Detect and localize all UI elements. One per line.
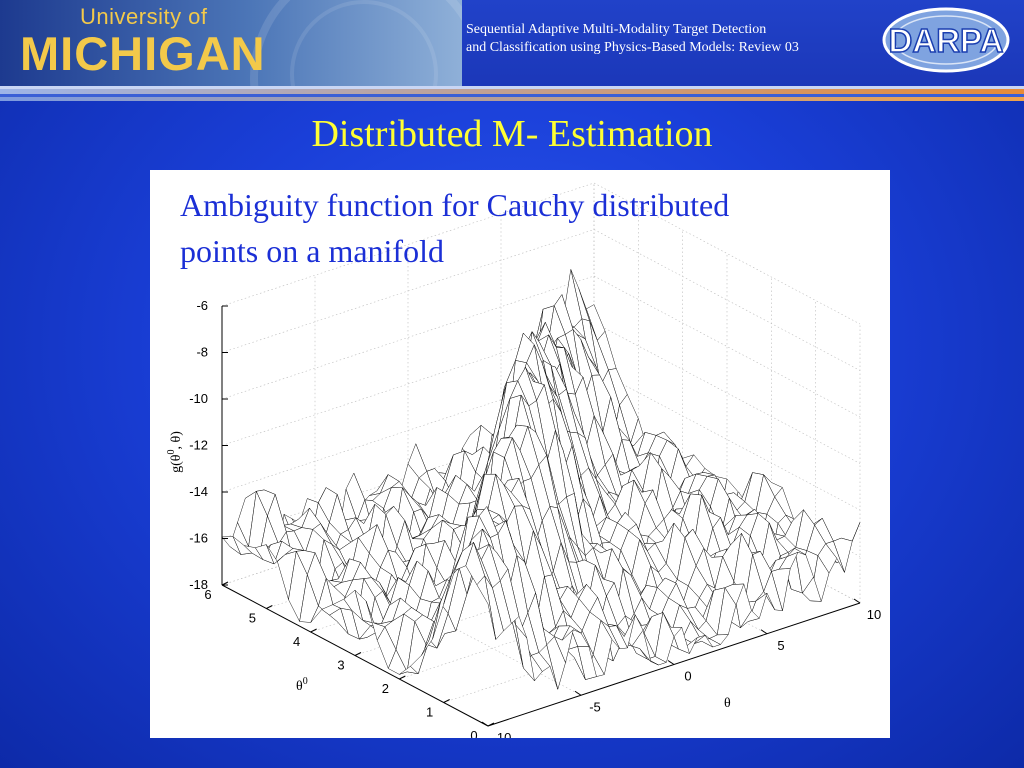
y-tick-label: 6 <box>204 587 211 602</box>
z-tick-label: -12 <box>189 438 208 453</box>
y-tick-mark <box>443 699 450 703</box>
x-tick-mark <box>481 721 489 727</box>
header-divider-stripes <box>0 86 1024 102</box>
university-name-main: MICHIGAN <box>20 27 266 80</box>
z-axis-label-rest: , θ) <box>169 431 184 450</box>
review-title-line1: Sequential Adaptive Multi-Modality Targe… <box>466 22 767 37</box>
figure-caption: Ambiguity function for Cauchy distribute… <box>180 182 880 274</box>
y-tick-label: 0 <box>470 728 477 738</box>
z-tick-label: -6 <box>196 298 208 313</box>
university-name-top: University of <box>80 4 208 29</box>
z-tick-label: -8 <box>196 345 208 360</box>
y-axis-label-base: θ <box>296 679 303 694</box>
x-tick-mark <box>574 690 582 696</box>
darpa-logo: DARPA <box>882 7 1010 73</box>
x-tick-mark <box>760 629 768 635</box>
y-tick-label: 1 <box>426 705 433 720</box>
z-axis-label-base: g(θ <box>169 454 184 473</box>
floor-grid-line <box>399 555 772 680</box>
stripe-1 <box>0 86 1024 89</box>
caption-line-1: Ambiguity function for Cauchy distribute… <box>180 187 730 223</box>
back-wall-grid-h <box>221 368 595 493</box>
z-tick-label: -14 <box>189 484 208 499</box>
y-tick-mark <box>354 652 362 656</box>
z-tick-label: -10 <box>189 391 208 406</box>
y-axis-label: θ0 <box>296 676 308 694</box>
z-axis-label: g(θ0, θ) <box>166 431 184 473</box>
y-tick-label: 2 <box>382 681 389 696</box>
y-tick-labels: 6 5 4 3 2 1 0 <box>204 581 495 738</box>
slide-title: Distributed M- Estimation <box>311 113 713 155</box>
y-tick-mark <box>266 605 273 609</box>
y-tick-label: 3 <box>337 658 344 673</box>
chart-surface-mesh <box>221 269 861 691</box>
back-wall-grid-h <box>221 229 595 353</box>
x-tick-label: -5 <box>589 699 601 714</box>
z-tick-label: -18 <box>189 577 208 592</box>
back-wall-grid-h <box>221 182 595 307</box>
slide-header: University of MICHIGAN Sequential Adapti… <box>0 0 1024 88</box>
back-wall-grid-h <box>221 275 595 400</box>
back-wall-grid-h <box>221 322 595 446</box>
y-tick-label: 4 <box>293 634 300 649</box>
x-tick-label: -10 <box>493 730 512 738</box>
stripe-4 <box>0 97 1024 101</box>
y-tick-mark <box>310 628 317 633</box>
z-tick-labels: -6 -8 -10 -12 -14 -16 -18 <box>189 298 228 592</box>
y-axis-label-sup: 0 <box>303 676 308 687</box>
x-tick-labels: -10 -5 0 5 10 <box>481 598 881 738</box>
y-tick-mark <box>399 675 406 680</box>
darpa-logo-text: DARPA <box>889 22 1004 59</box>
y-tick-mark <box>221 581 229 586</box>
review-title: Sequential Adaptive Multi-Modality Targe… <box>466 21 876 57</box>
x-tick-label: 5 <box>777 638 784 653</box>
y-tick-mark <box>487 722 495 727</box>
z-axis-label-sup: 0 <box>166 450 177 455</box>
x-tick-label: 0 <box>684 669 691 684</box>
x-tick-label: 10 <box>867 607 881 622</box>
y-tick-label: 5 <box>249 611 256 626</box>
floor-grid-line <box>443 579 816 703</box>
stripe-3 <box>0 94 1024 97</box>
surface-mesh-cell <box>476 575 497 640</box>
x-tick-mark <box>853 598 861 604</box>
university-banner: University of MICHIGAN <box>0 0 462 86</box>
z-tick-label: -16 <box>189 531 208 546</box>
x-axis-label: θ <box>724 696 731 711</box>
review-title-line2: and Classification using Physics-Based M… <box>466 40 799 55</box>
x-tick-mark <box>667 660 675 665</box>
stripe-2 <box>0 89 1024 94</box>
caption-line-2: points on a manifold <box>180 233 444 269</box>
